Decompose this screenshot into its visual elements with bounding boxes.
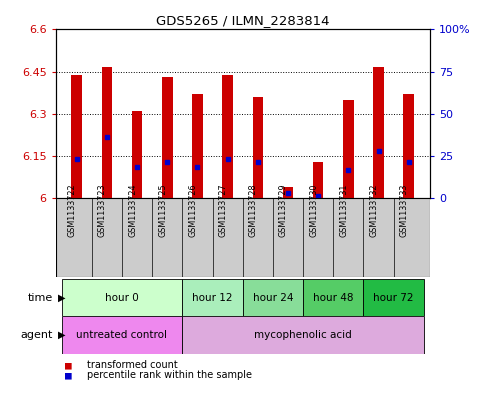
Text: ▶: ▶ [58,330,66,340]
Text: GSM1133732: GSM1133732 [369,184,379,237]
Bar [313,162,324,198]
Text: ■: ■ [65,370,72,380]
Text: GSM1133725: GSM1133725 [158,184,167,237]
Text: GSM1133724: GSM1133724 [128,184,137,237]
Bar [343,100,354,198]
Bar [303,279,364,316]
Bar [192,94,203,198]
Bar [132,111,142,198]
Bar [183,279,243,316]
Bar [162,77,172,198]
Text: percentile rank within the sample: percentile rank within the sample [87,370,252,380]
Text: mycophenolic acid: mycophenolic acid [254,330,352,340]
Text: GSM1133728: GSM1133728 [249,184,258,237]
Bar [373,68,384,198]
Text: ▶: ▶ [58,293,66,303]
Bar [364,279,424,316]
Bar [62,316,183,354]
Text: GSM1133730: GSM1133730 [309,184,318,237]
Bar [283,187,293,198]
Text: time: time [28,293,53,303]
Text: untreated control: untreated control [76,330,168,340]
Text: hour 0: hour 0 [105,293,139,303]
Text: agent: agent [21,330,53,340]
Text: hour 72: hour 72 [373,293,414,303]
Text: transformed count: transformed count [87,360,178,371]
Text: GSM1133727: GSM1133727 [219,184,227,237]
Text: GSM1133726: GSM1133726 [188,184,198,237]
Text: GSM1133731: GSM1133731 [340,184,348,237]
Bar [71,75,82,198]
Bar [222,75,233,198]
Bar [101,68,112,198]
Title: GDS5265 / ILMN_2283814: GDS5265 / ILMN_2283814 [156,14,329,27]
Text: hour 12: hour 12 [192,293,233,303]
Bar [243,279,303,316]
Text: hour 48: hour 48 [313,293,354,303]
Bar [253,97,263,198]
Text: GSM1133723: GSM1133723 [98,184,107,237]
Text: ■: ■ [65,360,72,371]
Text: GSM1133729: GSM1133729 [279,184,288,237]
Bar [62,279,183,316]
Bar [183,316,424,354]
Bar [403,94,414,198]
Text: GSM1133722: GSM1133722 [68,184,77,237]
Text: hour 24: hour 24 [253,293,293,303]
Text: GSM1133733: GSM1133733 [400,184,409,237]
